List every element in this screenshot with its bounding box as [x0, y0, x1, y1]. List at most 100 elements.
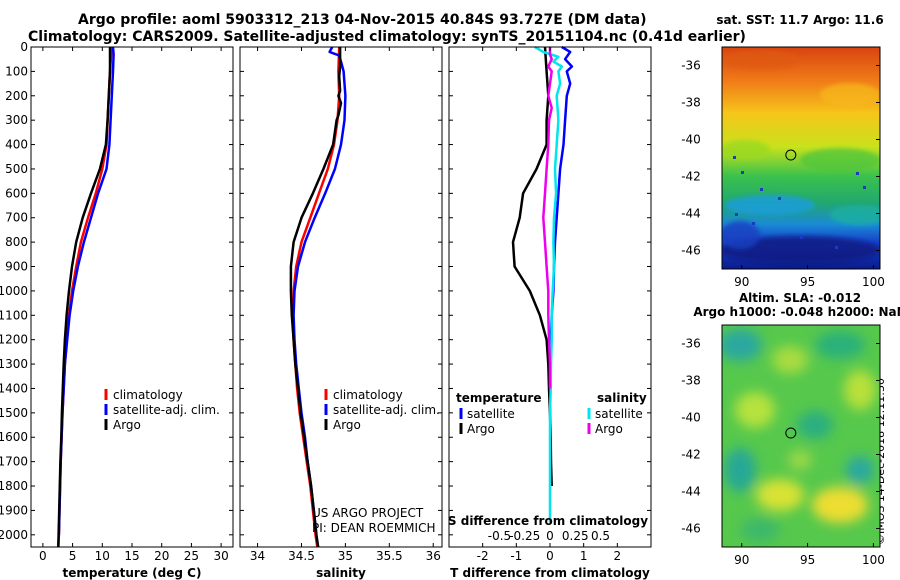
y-tick-label: 600 — [5, 186, 28, 200]
sla-map-frame — [721, 324, 881, 548]
x-axis-label: temperature (deg C) — [63, 566, 202, 580]
sst-pixel — [800, 236, 803, 239]
y-tick-label: 1100 — [0, 308, 28, 322]
map-x-tick-label: 90 — [734, 553, 749, 567]
sst-pixel — [752, 222, 755, 225]
sst-map-title: sat. SST: 11.7 Argo: 11.6 — [716, 13, 883, 27]
x-tick-label-salinity-diff: 0.25 — [562, 529, 589, 543]
sst-pixel — [856, 172, 859, 175]
legend-label: satellite-adj. clim. — [333, 403, 440, 417]
map-y-tick-label: -38 — [681, 374, 701, 388]
legend-label: climatology — [113, 388, 183, 402]
x-tick-label: 2 — [614, 549, 622, 563]
x-tick-label: 25 — [184, 549, 199, 563]
map-x-tick-label: 90 — [734, 275, 749, 289]
y-tick-label: 0 — [20, 40, 28, 54]
y-tick-label: 800 — [5, 235, 28, 249]
y-tick-label: 1200 — [0, 333, 28, 347]
map-y-tick-label: -44 — [681, 207, 701, 221]
y-tick-label: 2000 — [0, 528, 28, 542]
legend-title-temperature: temperature — [456, 391, 541, 405]
map-y-tick-label: -42 — [681, 448, 701, 462]
map-y-tick-label: -42 — [681, 170, 701, 184]
sla-map-title-line2: Argo h1000: -0.048 h2000: NaN — [693, 305, 900, 319]
sst-pixel — [735, 213, 738, 216]
x-tick-label: -1 — [510, 549, 522, 563]
x-tick-label: 34 — [250, 549, 265, 563]
x-tick-label: 15 — [124, 549, 139, 563]
legend-label: climatology — [333, 388, 403, 402]
map-y-tick-label: -44 — [681, 485, 701, 499]
pi-annotation: PI: DEAN ROEMMICH — [312, 521, 435, 535]
x-tick-label: 20 — [154, 549, 169, 563]
chart-title-line2: Climatology: CARS2009. Satellite-adjuste… — [28, 29, 746, 45]
x-tick-label: 35 — [338, 549, 353, 563]
sst-map-frame — [721, 46, 881, 270]
argo-position-marker — [785, 149, 797, 161]
legend-label: satellite — [467, 407, 515, 421]
map-y-tick-label: -46 — [681, 522, 701, 536]
x-tick-label: 36 — [426, 549, 441, 563]
series-temperature-climatology — [57, 47, 113, 548]
y-tick-label: 1500 — [0, 406, 28, 420]
x-tick-label: 10 — [95, 549, 110, 563]
map-y-tick-label: -38 — [681, 96, 701, 110]
legend-label: Argo — [333, 418, 361, 432]
map-x-tick-label: 100 — [862, 275, 885, 289]
map-y-tick-label: -40 — [681, 411, 701, 425]
legend-label: satellite — [595, 407, 643, 421]
map-x-tick-label: 95 — [800, 553, 815, 567]
map-x-tick-label: 100 — [862, 553, 885, 567]
x-tick-label-salinity-diff: 0 — [546, 529, 554, 543]
x-axis-label: T difference from climatology — [450, 566, 650, 580]
legend-label: satellite-adj. clim. — [113, 403, 220, 417]
x-axis-label: salinity — [316, 566, 366, 580]
panel-frame — [239, 46, 443, 548]
x-tick-label: 1 — [580, 549, 588, 563]
series-difference-s-argo — [542, 47, 553, 389]
y-tick-label: 1300 — [0, 357, 28, 371]
y-tick-label: 200 — [5, 89, 28, 103]
x-tick-label: -2 — [477, 549, 489, 563]
x-tick-label: 30 — [213, 549, 228, 563]
argo-position-marker — [785, 427, 797, 439]
x-tick-label: 0 — [546, 549, 554, 563]
legend-label: Argo — [113, 418, 141, 432]
x-tick-label-salinity-diff: 0.5 — [591, 529, 610, 543]
x-tick-label: 5 — [69, 549, 77, 563]
y-tick-label: 1600 — [0, 430, 28, 444]
x-tick-label-salinity-diff: -0.5 — [488, 529, 511, 543]
x-tick-label-salinity-diff: -0.25 — [509, 529, 540, 543]
x-tick-label: 34.5 — [288, 549, 315, 563]
chart-title-line1: Argo profile: aoml 5903312_213 04-Nov-20… — [78, 12, 647, 28]
series-salinity-climatology — [291, 46, 341, 548]
x-axis-label-salinity-diff: S difference from climatology — [448, 514, 648, 528]
legend-label: Argo — [595, 422, 623, 436]
map-y-tick-label: -40 — [681, 133, 701, 147]
sst-pixel — [733, 156, 736, 159]
y-tick-label: 400 — [5, 138, 28, 152]
series-salinity-argo — [289, 47, 343, 548]
map-y-tick-label: -36 — [681, 59, 701, 73]
map-x-tick-label: 95 — [800, 275, 815, 289]
y-tick-label: 1900 — [0, 503, 28, 517]
sst-pixel — [835, 246, 838, 249]
sst-pixel — [760, 188, 763, 191]
sst-map-texture — [722, 50, 880, 264]
sst-pixel — [726, 238, 729, 241]
y-tick-label: 300 — [5, 113, 28, 127]
sst-pixel — [863, 186, 866, 189]
sla-map-texture — [722, 329, 876, 542]
series-difference-s-satellite — [534, 45, 564, 523]
series-temperature-argo — [57, 47, 112, 548]
y-tick-label: 1800 — [0, 479, 28, 493]
map-y-tick-label: -46 — [681, 244, 701, 258]
sst-pixel — [778, 197, 781, 200]
y-tick-label: 1700 — [0, 455, 28, 469]
y-tick-label: 700 — [5, 211, 28, 225]
series-temperature-satellite-adj-clim- — [57, 46, 115, 535]
legend-label: Argo — [467, 422, 495, 436]
map-y-tick-label: -36 — [681, 337, 701, 351]
sst-pixel — [741, 171, 744, 174]
